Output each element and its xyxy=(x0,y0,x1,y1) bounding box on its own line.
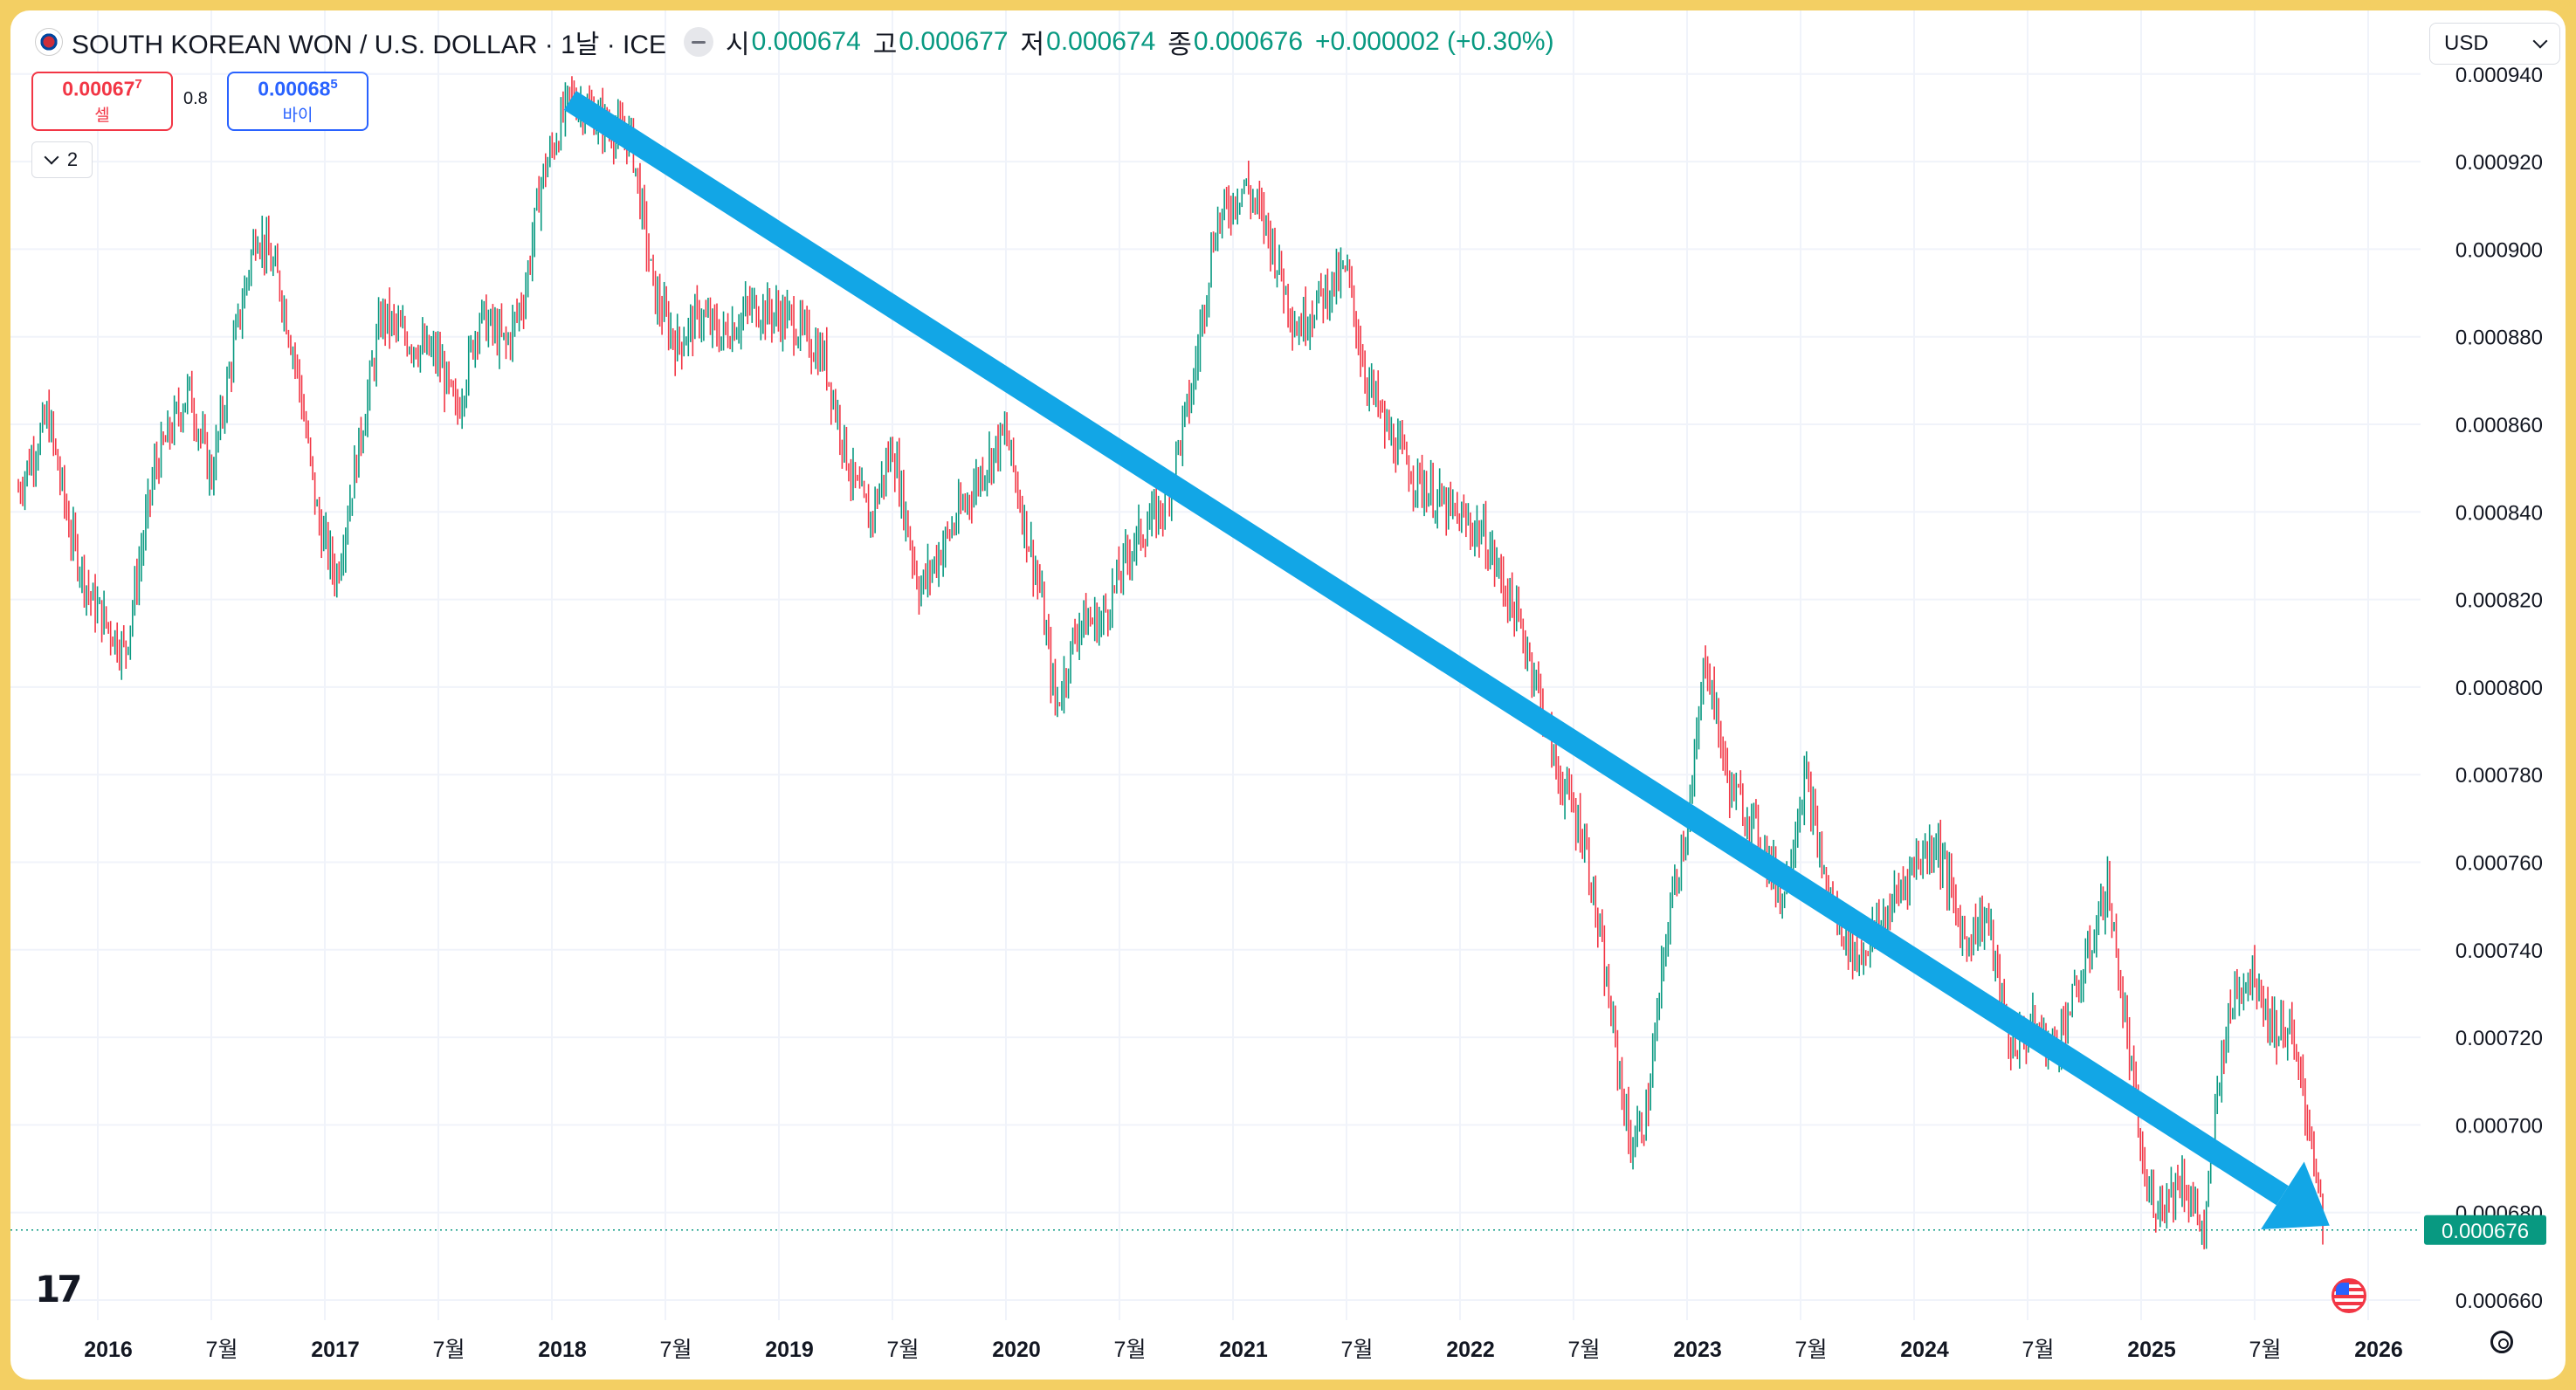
y-tick-label: 0.000820 xyxy=(2455,589,2543,613)
korea-flag-icon xyxy=(35,28,63,56)
indicator-count: 2 xyxy=(66,148,79,170)
change-value: +0.000002 (+0.30%) xyxy=(1315,27,1554,56)
x-tick-label: 7월 xyxy=(887,1338,920,1362)
x-tick-label: 2020 xyxy=(992,1338,1041,1362)
close-value: 0.000676 xyxy=(1193,27,1304,56)
x-tick-label: 2017 xyxy=(311,1338,360,1362)
x-tick-label: 2022 xyxy=(1446,1338,1495,1362)
chart-header: SOUTH KOREAN WON / U.S. DOLLAR · 1날 · IC… xyxy=(35,23,1554,61)
x-tick-label: 7월 xyxy=(660,1338,692,1362)
currency-select[interactable]: USD xyxy=(2429,23,2560,65)
x-tick-label: 2023 xyxy=(1673,1338,1722,1362)
buy-button[interactable]: 0.000685 바이 xyxy=(227,72,368,131)
trend-arrow-shaft xyxy=(563,90,2289,1206)
y-tick-label: 0.000880 xyxy=(2455,327,2543,350)
close-label: 종 xyxy=(1167,31,1192,59)
x-tick-label: 7월 xyxy=(1795,1338,1828,1362)
open-value: 0.000674 xyxy=(751,27,861,56)
y-tick-label: 0.000700 xyxy=(2455,1114,2543,1138)
tradingview-logo[interactable]: 17 xyxy=(35,1268,82,1311)
chevron-down-icon xyxy=(44,149,59,165)
x-tick-label: 2026 xyxy=(2354,1338,2403,1362)
y-tick-label: 0.000920 xyxy=(2455,151,2543,175)
y-tick-label: 0.000840 xyxy=(2455,501,2543,525)
spread-value: 0.8 xyxy=(183,89,208,108)
low-label: 저 xyxy=(1020,31,1045,59)
y-tick-label: 0.000720 xyxy=(2455,1027,2543,1050)
x-tick-label: 2018 xyxy=(538,1338,587,1362)
x-tick-label: 2016 xyxy=(84,1338,133,1362)
y-tick-label: 0.000940 xyxy=(2455,64,2543,87)
y-tick-label: 0.000780 xyxy=(2455,764,2543,788)
sell-button[interactable]: 0.000677 셀 xyxy=(31,72,173,131)
buy-price: 0.000685 xyxy=(258,76,338,100)
x-tick-label: 2019 xyxy=(765,1338,814,1362)
x-tick-label: 7월 xyxy=(1114,1338,1147,1362)
more-options-icon[interactable] xyxy=(684,27,714,57)
current-price-label: 0.000676 xyxy=(2442,1220,2529,1243)
y-tick-label: 0.000900 xyxy=(2455,238,2543,262)
x-tick-label: 7월 xyxy=(2022,1338,2055,1362)
buy-label: 바이 xyxy=(282,107,313,126)
low-value: 0.000674 xyxy=(1046,27,1156,56)
x-tick-label: 2025 xyxy=(2127,1338,2176,1362)
x-tick-label: 2024 xyxy=(1900,1338,1949,1362)
x-tick-label: 7월 xyxy=(433,1338,465,1362)
x-tick-label: 7월 xyxy=(1568,1338,1601,1362)
collapse-indicators-button[interactable]: 2 xyxy=(31,141,93,178)
us-flag-event-icon[interactable] xyxy=(2331,1278,2366,1313)
price-chart[interactable]: 0.000940 0.000920 0.000900 0.000880 0.000860… xyxy=(10,10,2566,1380)
symbol-title[interactable]: SOUTH KOREAN WON / U.S. DOLLAR · 1날 · IC… xyxy=(72,31,667,59)
y-tick-label: 0.000740 xyxy=(2455,939,2543,963)
open-label: 시 xyxy=(726,31,750,59)
y-tick-label: 0.000760 xyxy=(2455,852,2543,876)
chart-window: 0.000940 0.000920 0.000900 0.000880 0.000860… xyxy=(10,10,2566,1380)
x-tick-label: 2021 xyxy=(1219,1338,1268,1362)
x-tick-label: 7월 xyxy=(206,1338,238,1362)
sell-label: 셀 xyxy=(94,107,110,126)
y-tick-label: 0.000860 xyxy=(2455,414,2543,437)
x-tick-label: 7월 xyxy=(1341,1338,1374,1362)
high-label: 고 xyxy=(872,31,898,59)
y-tick-label: 0.000800 xyxy=(2455,677,2543,700)
currency-value: USD xyxy=(2444,31,2489,55)
trend-arrow-head xyxy=(2261,1161,2330,1230)
high-value: 0.000677 xyxy=(899,27,1009,56)
x-tick-label: 7월 xyxy=(2249,1338,2282,1362)
settings-gear-icon[interactable] xyxy=(2490,1331,2513,1353)
current-price-badge xyxy=(2424,1215,2546,1245)
chevron-down-icon xyxy=(2532,33,2548,49)
sell-price: 0.000677 xyxy=(62,76,142,100)
y-tick-label: 0.000660 xyxy=(2455,1290,2543,1313)
